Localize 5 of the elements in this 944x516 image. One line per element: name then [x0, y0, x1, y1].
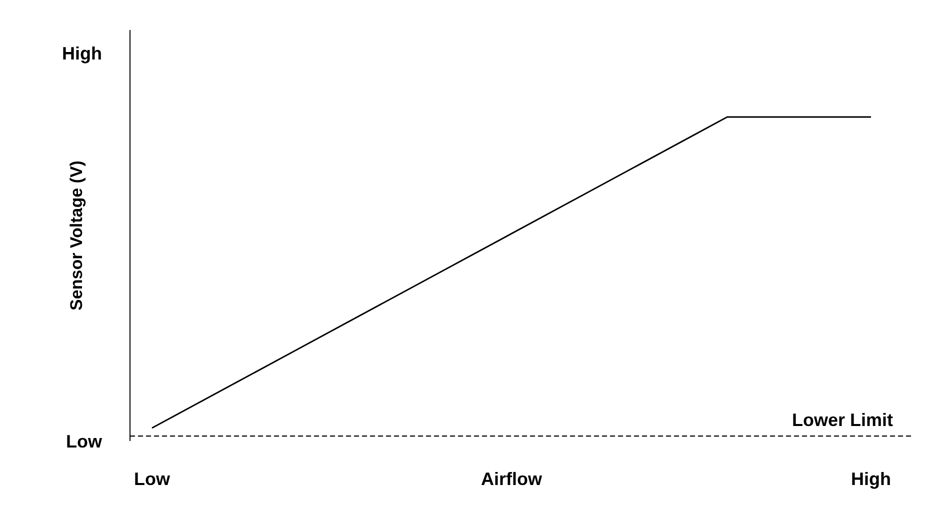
text: Low [66, 431, 103, 452]
y-axis-title: Sensor Voltage (V) [67, 160, 86, 310]
ref-line-label: Lower Limit [792, 410, 893, 430]
x-axis-title: Airflow [481, 469, 543, 489]
text: High [62, 43, 102, 64]
